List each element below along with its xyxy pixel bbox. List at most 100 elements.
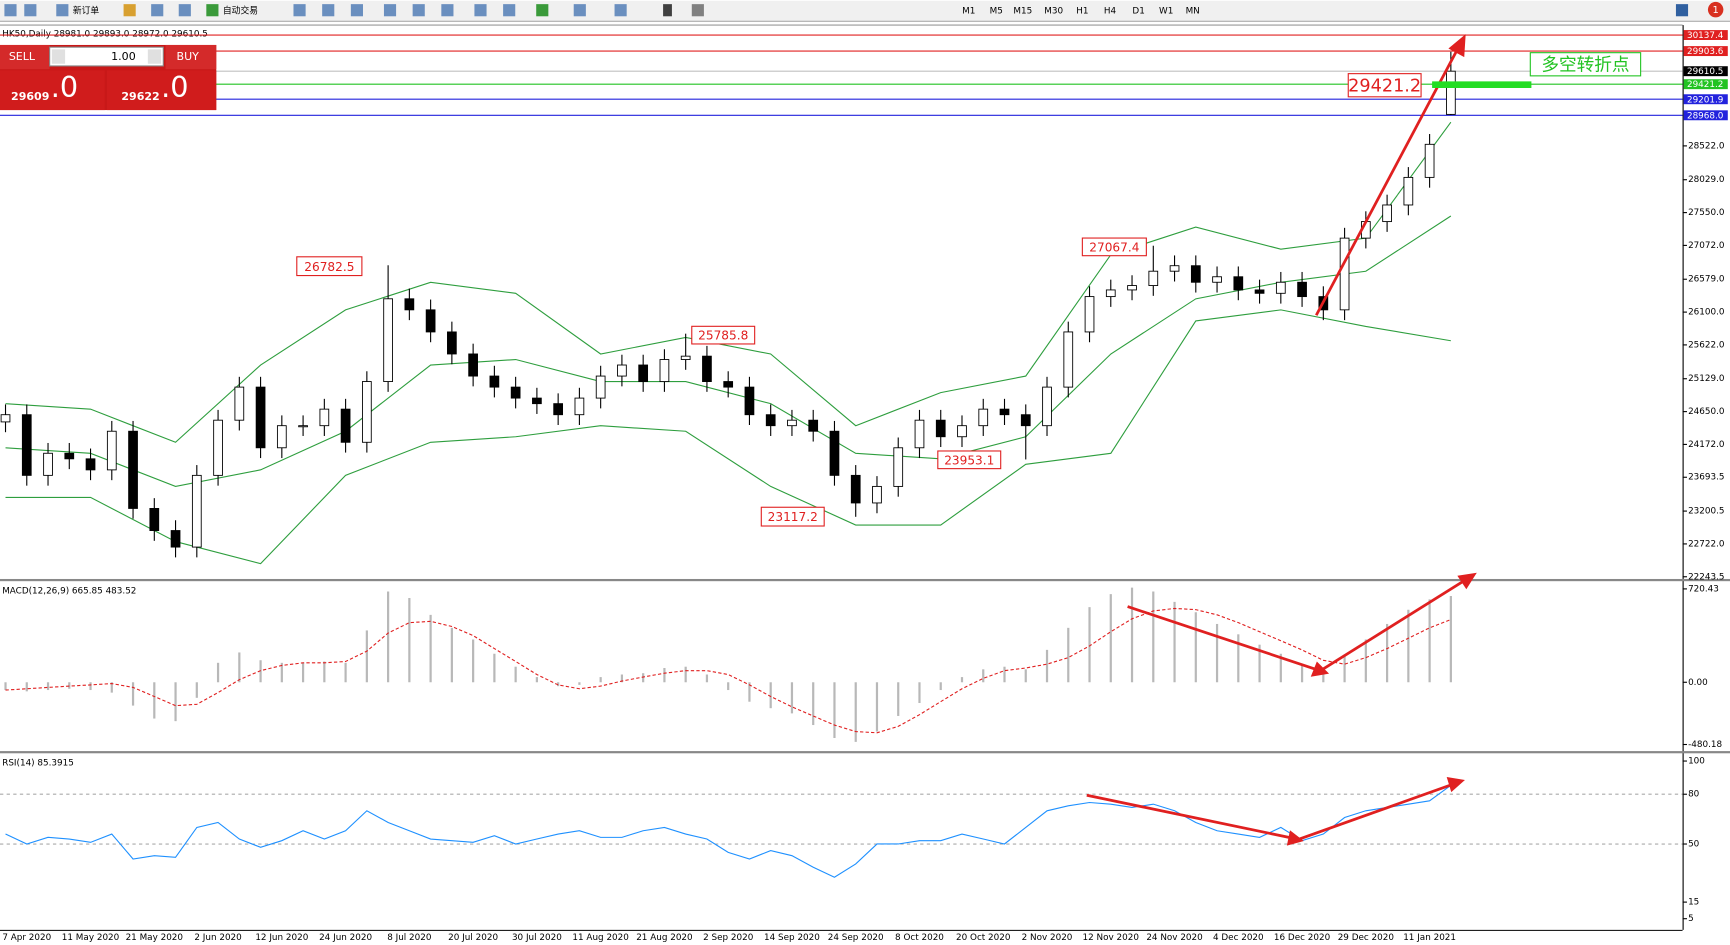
candle-body bbox=[447, 331, 457, 355]
candle-body bbox=[1446, 70, 1456, 115]
icon[interactable] bbox=[123, 4, 136, 17]
icon[interactable] bbox=[350, 4, 363, 17]
y-tick-label: 26100.0 bbox=[1688, 308, 1725, 318]
y-tick-label: 15 bbox=[1688, 898, 1699, 908]
x-tick-label: 8 Jul 2020 bbox=[387, 933, 432, 943]
bid-tail: .0 bbox=[51, 70, 78, 104]
candle-body bbox=[425, 309, 436, 333]
icon[interactable] bbox=[206, 4, 219, 17]
sell-button[interactable] bbox=[0, 44, 50, 70]
icon[interactable] bbox=[1675, 4, 1689, 17]
notification-badge[interactable] bbox=[1707, 1, 1724, 18]
y-tick-label: 25622.0 bbox=[1688, 340, 1725, 350]
highlight-bar bbox=[1432, 81, 1532, 88]
x-tick-label: 8 Oct 2020 bbox=[895, 933, 944, 943]
timeframe-button[interactable]: MN bbox=[1186, 6, 1200, 16]
annotation-box bbox=[1347, 73, 1422, 98]
icon[interactable] bbox=[178, 4, 191, 17]
buy-button[interactable] bbox=[165, 44, 217, 70]
y-tick-label: 24650.0 bbox=[1688, 407, 1725, 417]
candle-body bbox=[1382, 204, 1392, 223]
icon[interactable] bbox=[663, 4, 672, 17]
x-tick-label: 24 Sep 2020 bbox=[828, 933, 884, 943]
annotation-label: 29421.2 bbox=[1348, 76, 1421, 96]
icon[interactable] bbox=[24, 4, 37, 17]
level-tag bbox=[1683, 46, 1728, 57]
rsi-line bbox=[5, 784, 1452, 878]
bid-box[interactable] bbox=[0, 70, 105, 111]
toolbar bbox=[0, 0, 1730, 21]
icon[interactable] bbox=[503, 4, 516, 17]
x-tick-label: 11 Aug 2020 bbox=[572, 933, 629, 943]
y-tick-label: 5 bbox=[1688, 914, 1694, 924]
icon[interactable] bbox=[4, 4, 17, 17]
y-tick-label: 28522.0 bbox=[1688, 141, 1725, 151]
icon[interactable] bbox=[383, 4, 397, 17]
y-tick-label: 23200.5 bbox=[1688, 507, 1724, 517]
arrow bbox=[1298, 782, 1454, 841]
x-tick-label: 21 May 2020 bbox=[126, 933, 184, 943]
candle-body bbox=[85, 458, 96, 471]
icon[interactable] bbox=[474, 4, 487, 17]
level-tag bbox=[1683, 66, 1728, 77]
plot-area: HK50,Daily 28981.0 29893.0 28972.0 29610… bbox=[0, 29, 1728, 943]
icon[interactable] bbox=[151, 4, 164, 17]
timeframe-button[interactable]: D1 bbox=[1132, 6, 1144, 16]
bid-price: 29609 bbox=[11, 90, 49, 103]
level-label: 29201.9 bbox=[1687, 95, 1723, 105]
lots-input[interactable] bbox=[49, 46, 164, 67]
candle-body bbox=[0, 414, 11, 423]
candle-body bbox=[935, 419, 946, 438]
annotation-label: 25785.8 bbox=[698, 329, 748, 343]
icon[interactable] bbox=[441, 4, 454, 17]
spin-up[interactable] bbox=[147, 49, 162, 64]
x-tick-label: 11 Jan 2021 bbox=[1403, 933, 1456, 943]
candle-body bbox=[702, 355, 712, 382]
indicator-title: MACD(12,26,9) 665.85 483.52 bbox=[2, 587, 136, 597]
candle-body bbox=[808, 419, 819, 432]
candle-body bbox=[1148, 270, 1159, 286]
candle-body bbox=[1042, 386, 1052, 427]
bollinger-band bbox=[5, 309, 1451, 565]
timeframe-button[interactable]: W1 bbox=[1159, 6, 1173, 16]
timeframe-button[interactable]: M30 bbox=[1044, 6, 1063, 16]
candle-body bbox=[340, 408, 351, 443]
candle-body bbox=[978, 408, 989, 427]
icon[interactable] bbox=[614, 4, 627, 17]
y-tick-label: 80 bbox=[1688, 790, 1700, 800]
x-tick-label: 24 Nov 2020 bbox=[1146, 933, 1203, 943]
spin-down[interactable] bbox=[51, 49, 66, 64]
timeframe-button[interactable]: M5 bbox=[990, 6, 1003, 16]
timeframe-button[interactable]: H4 bbox=[1104, 6, 1117, 16]
icon[interactable] bbox=[56, 4, 69, 17]
icon[interactable] bbox=[412, 4, 425, 17]
timeframe-button[interactable]: M1 bbox=[962, 6, 975, 16]
timeframe-button[interactable]: H1 bbox=[1076, 6, 1088, 16]
candle-body bbox=[404, 298, 415, 311]
indicator-title: RSI(14) 85.3915 bbox=[2, 759, 74, 769]
ask-tail: .0 bbox=[161, 70, 188, 104]
candle-body bbox=[149, 508, 160, 531]
icon[interactable] bbox=[293, 4, 306, 17]
arrowhead bbox=[1286, 830, 1304, 846]
candle-body bbox=[276, 425, 287, 449]
candle-body bbox=[1275, 281, 1286, 294]
icon[interactable] bbox=[322, 4, 335, 17]
ask-box[interactable] bbox=[107, 70, 217, 111]
candle-body bbox=[106, 430, 117, 471]
candle-body bbox=[1190, 265, 1201, 283]
x-tick-label: 7 Apr 2020 bbox=[2, 933, 51, 943]
level-tag bbox=[1683, 30, 1728, 41]
level-label: 29421.2 bbox=[1687, 80, 1723, 90]
toolbar-icons bbox=[4, 4, 1689, 17]
x-tick-label: 20 Jul 2020 bbox=[448, 933, 498, 943]
icon[interactable] bbox=[573, 4, 586, 17]
toolbar-button[interactable]: 自动交易 bbox=[223, 4, 258, 16]
icon[interactable] bbox=[536, 4, 549, 17]
timeframe-button[interactable]: M15 bbox=[1013, 6, 1032, 16]
annotation-box bbox=[691, 325, 756, 345]
candle-body bbox=[64, 452, 75, 460]
icon[interactable] bbox=[691, 4, 704, 17]
toolbar-button[interactable]: 新订单 bbox=[73, 4, 100, 16]
